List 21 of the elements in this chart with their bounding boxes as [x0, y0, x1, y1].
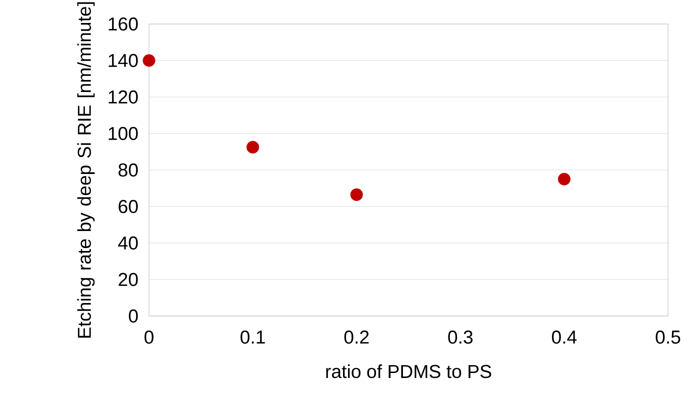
x-axis-title: ratio of PDMS to PS [326, 364, 492, 378]
x-tick-label: 0.5 [656, 330, 680, 344]
y-tick-label: 80 [118, 163, 138, 177]
x-tick-label: 0.3 [448, 330, 473, 344]
x-tick-label: 0 [144, 330, 154, 344]
y-tick-label: 0 [128, 309, 138, 323]
y-tick-label: 20 [118, 272, 138, 286]
x-tick-label: 0.2 [344, 330, 369, 344]
point [142, 54, 156, 67]
y-tick-label: 40 [118, 236, 138, 250]
y-tick-label: 160 [108, 17, 138, 31]
y-tick-label: 100 [108, 126, 138, 140]
x-tick-label: 0.4 [552, 330, 577, 344]
y-tick-label: 120 [108, 90, 138, 104]
y-axis-title: Etching rate by deep Si RIE [nm/minute] [77, 2, 95, 338]
y-tick-label: 140 [108, 54, 138, 68]
point [246, 140, 260, 154]
y-tick-label: 60 [118, 200, 138, 214]
x-tick-label: 0.1 [240, 330, 265, 344]
point [350, 188, 363, 201]
point [558, 172, 570, 186]
